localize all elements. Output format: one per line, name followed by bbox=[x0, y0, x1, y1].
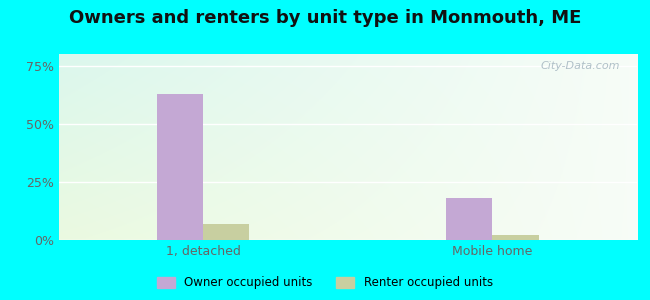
Bar bbox=[493, 235, 539, 240]
Bar bbox=[446, 198, 493, 240]
Text: City-Data.com: City-Data.com bbox=[540, 61, 619, 71]
Text: Owners and renters by unit type in Monmouth, ME: Owners and renters by unit type in Monmo… bbox=[69, 9, 581, 27]
Bar bbox=[203, 224, 250, 240]
Legend: Owner occupied units, Renter occupied units: Owner occupied units, Renter occupied un… bbox=[153, 272, 497, 294]
Bar bbox=[157, 94, 203, 240]
